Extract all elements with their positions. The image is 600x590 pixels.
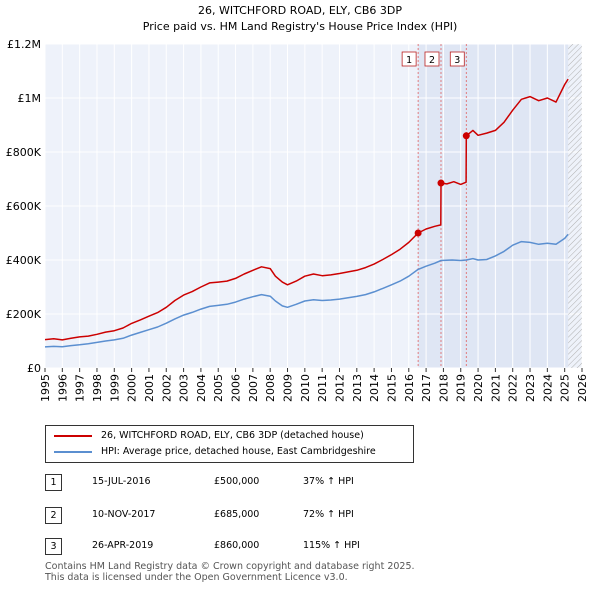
x-tick-label: 2006 — [230, 374, 243, 402]
y-tick-label: £1M — [18, 92, 42, 105]
x-tick-label: 2022 — [507, 374, 520, 402]
x-tick-label: 2018 — [437, 374, 450, 402]
x-tick-label: 1997 — [74, 374, 87, 402]
x-tick-label: 2012 — [333, 374, 346, 402]
sale-label: 2 — [429, 55, 435, 66]
sale-number: 2 — [45, 507, 62, 524]
future-region — [568, 44, 582, 368]
sale-date: 15-JUL-2016 — [92, 476, 151, 487]
legend-item-hpi: HPI: Average price, detached house, East… — [54, 444, 376, 460]
x-tick-label: 2007 — [247, 374, 260, 402]
x-tick-label: 2023 — [524, 374, 537, 402]
sale-date: 26-APR-2019 — [92, 540, 154, 551]
footer-copyright: Contains HM Land Registry data © Crown c… — [45, 561, 415, 572]
sale-hpi-change: 115% ↑ HPI — [303, 540, 360, 551]
x-tick-label: 2016 — [403, 374, 416, 402]
footer: Contains HM Land Registry data © Crown c… — [45, 561, 415, 583]
sale-label-box — [424, 51, 440, 67]
x-tick-label: 2011 — [316, 374, 329, 402]
footer-licence: This data is licensed under the Open Gov… — [45, 571, 348, 583]
x-tick-label: 2005 — [212, 374, 225, 402]
sale-number: 3 — [45, 538, 62, 555]
sale-label-box — [401, 51, 417, 67]
sale-label: 3 — [454, 55, 460, 66]
price-chart: 26, WITCHFORD ROAD, ELY, CB6 3DP Price pa… — [6, 4, 589, 402]
legend-swatch-hpi — [54, 450, 92, 453]
x-tick-label: 2015 — [385, 374, 398, 402]
y-tick-label: £1.2M — [7, 38, 41, 51]
y-tick-label: £400K — [6, 254, 42, 267]
sale-date: 10-NOV-2017 — [92, 509, 156, 520]
sale-hpi-change: 37% ↑ HPI — [303, 476, 354, 487]
x-tick-label: 2017 — [420, 374, 433, 402]
legend-label-hpi: HPI: Average price, detached house, East… — [101, 446, 376, 457]
table-row: 3 26-APR-2019 £860,000 115% ↑ HPI — [40, 536, 560, 556]
x-tick-label: 2001 — [143, 374, 156, 402]
table-row: 1 15-JUL-2016 £500,000 37% ↑ HPI — [40, 472, 560, 492]
x-tick-label: 2025 — [559, 374, 572, 402]
table-row: 2 10-NOV-2017 £685,000 72% ↑ HPI — [40, 505, 560, 525]
x-tick-label: 2004 — [195, 374, 208, 402]
x-tick-label: 2026 — [576, 374, 589, 402]
sale-number: 1 — [45, 474, 62, 491]
hpi-line — [44, 233, 569, 348]
y-tick-label: £0 — [27, 362, 41, 375]
x-tick-label: 2002 — [160, 374, 173, 402]
chart-title: 26, WITCHFORD ROAD, ELY, CB6 3DP — [198, 4, 402, 17]
sale-price: £500,000 — [214, 476, 260, 487]
sale-label: 1 — [406, 55, 412, 66]
x-tick-label: 2010 — [299, 374, 312, 402]
sale-point — [414, 229, 422, 237]
x-tick-label: 2014 — [368, 374, 381, 402]
y-tick-label: £800K — [6, 146, 42, 159]
y-tick-label: £600K — [6, 200, 42, 213]
x-tick-label: 2013 — [351, 374, 364, 402]
property-price-line — [44, 78, 569, 341]
x-tick-label: 1999 — [108, 374, 121, 402]
sale-label-box — [449, 51, 465, 67]
x-tick-label: 2020 — [472, 374, 485, 402]
sale-hpi-change: 72% ↑ HPI — [303, 509, 354, 520]
sale-price: £860,000 — [214, 540, 260, 551]
legend: 26, WITCHFORD ROAD, ELY, CB6 3DP (detach… — [45, 425, 414, 463]
x-tick-label: 2019 — [455, 374, 468, 402]
sale-point — [437, 179, 445, 187]
legend-label-property: 26, WITCHFORD ROAD, ELY, CB6 3DP (detach… — [101, 430, 364, 441]
x-tick-label: 1995 — [39, 374, 52, 402]
legend-item-property: 26, WITCHFORD ROAD, ELY, CB6 3DP (detach… — [54, 428, 364, 444]
x-tick-label: 2003 — [178, 374, 191, 402]
sale-price: £685,000 — [214, 509, 260, 520]
y-tick-label: £200K — [6, 308, 42, 321]
x-tick-label: 2008 — [264, 374, 277, 402]
x-tick-label: 2024 — [541, 374, 554, 402]
sale-point — [462, 132, 470, 140]
x-tick-label: 1998 — [91, 374, 104, 402]
x-tick-label: 2009 — [282, 374, 295, 402]
x-tick-label: 2000 — [126, 374, 139, 402]
legend-swatch-property — [54, 434, 92, 437]
chart-subtitle: Price paid vs. HM Land Registry's House … — [143, 20, 458, 33]
x-tick-label: 2021 — [489, 374, 502, 402]
x-tick-label: 1996 — [56, 374, 69, 402]
